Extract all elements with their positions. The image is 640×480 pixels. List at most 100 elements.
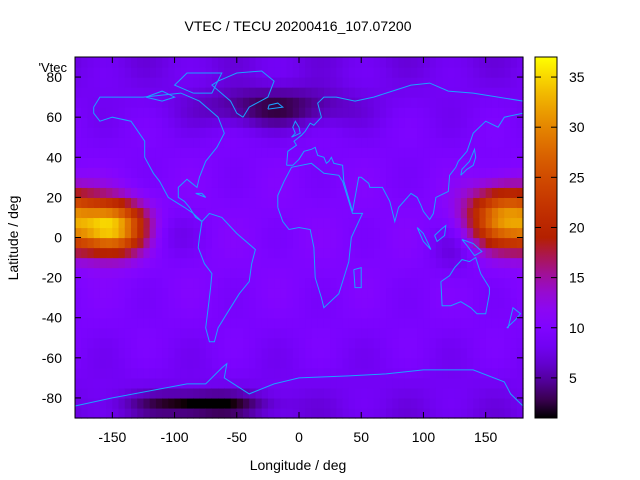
heatmap-cell [392, 377, 400, 389]
heatmap-cell [274, 107, 281, 118]
heatmap-cell [479, 357, 487, 369]
heatmap-cell [243, 177, 250, 188]
heatmap-cell [155, 247, 163, 259]
heatmap-cell [267, 207, 275, 219]
heatmap-cell [187, 57, 194, 68]
heatmap-cell [417, 247, 425, 259]
heatmap-cell [355, 107, 362, 118]
heatmap-cell [473, 157, 481, 168]
heatmap-cell [411, 387, 418, 399]
heatmap-cell [355, 117, 362, 128]
heatmap-cell [323, 317, 331, 329]
heatmap-cell [473, 137, 481, 148]
heatmap-cell [292, 177, 300, 188]
heatmap-cell [330, 227, 337, 239]
heatmap-cell [317, 57, 325, 68]
heatmap-cell [274, 57, 281, 68]
heatmap-cell [348, 297, 356, 309]
heatmap-cell [286, 347, 294, 359]
heatmap-cell [479, 187, 487, 198]
heatmap-cell [255, 407, 263, 419]
heatmap-cell [454, 117, 462, 128]
heatmap-cell [162, 387, 169, 399]
heatmap-cell [93, 387, 101, 399]
heatmap-cell [205, 57, 213, 68]
heatmap-cell [261, 277, 269, 289]
heatmap-cell [429, 137, 437, 148]
heatmap-cell [299, 397, 306, 409]
heatmap-cell [442, 407, 449, 419]
heatmap-cell [504, 147, 512, 158]
heatmap-cell [361, 87, 369, 98]
heatmap-cell [106, 337, 113, 349]
heatmap-cell [348, 197, 356, 209]
heatmap-cell [398, 297, 406, 309]
heatmap-cell [131, 177, 138, 188]
heatmap-cell [286, 157, 294, 168]
heatmap-cell [218, 207, 225, 219]
heatmap-cell [168, 277, 176, 289]
heatmap-cell [348, 77, 356, 88]
heatmap-cell [137, 347, 145, 359]
heatmap-cell [193, 227, 201, 239]
heatmap-cell [404, 357, 412, 369]
heatmap-cell [137, 177, 145, 188]
heatmap-cell [131, 297, 138, 309]
heatmap-cell [498, 337, 505, 349]
heatmap-cell [417, 167, 425, 178]
heatmap-cell [373, 147, 381, 158]
heatmap-cell [448, 327, 456, 339]
heatmap-cell [274, 297, 281, 309]
coastline [211, 70, 275, 118]
y-tick-label: -20 [42, 270, 62, 286]
heatmap-cell [267, 127, 275, 138]
heatmap-cell [187, 217, 194, 229]
heatmap-cell [286, 377, 294, 389]
heatmap-cell [510, 347, 518, 359]
heatmap-cell [504, 217, 512, 229]
heatmap-cell [317, 237, 325, 249]
heatmap-cell [311, 377, 319, 389]
heatmap-cell [392, 87, 400, 98]
heatmap-cell [236, 387, 244, 399]
heatmap-cell [454, 337, 462, 349]
heatmap-cell [218, 397, 225, 409]
heatmap-cell [243, 207, 250, 219]
heatmap-cell [442, 337, 449, 349]
heatmap-cell [373, 127, 381, 138]
heatmap-cell [230, 197, 238, 209]
heatmap-cell [292, 317, 300, 329]
heatmap-cell [292, 257, 300, 269]
heatmap-cell [205, 157, 213, 168]
heatmap-cell [236, 257, 244, 269]
heatmap-cell [485, 207, 493, 219]
heatmap-cell [460, 367, 468, 379]
heatmap-cell [230, 377, 238, 389]
heatmap-cell [168, 397, 176, 409]
heatmap-cell [417, 317, 425, 329]
heatmap-cell [454, 367, 462, 379]
heatmap-cell [311, 297, 319, 309]
heatmap-cell [373, 67, 381, 78]
heatmap-cell [392, 297, 400, 309]
heatmap-cell [224, 327, 232, 339]
heatmap-cell [454, 407, 462, 419]
heatmap-cells [75, 57, 524, 419]
heatmap-cell [504, 167, 512, 178]
heatmap-cell [467, 277, 474, 289]
heatmap-cell [386, 137, 393, 148]
heatmap-cell [243, 97, 250, 108]
heatmap-cell [249, 277, 257, 289]
heatmap-cell [392, 117, 400, 128]
heatmap-cell [143, 87, 151, 98]
heatmap-cell [361, 257, 369, 269]
heatmap-cell [87, 257, 95, 269]
heatmap-cell [193, 407, 201, 419]
heatmap-cell [460, 317, 468, 329]
heatmap-cell [516, 317, 524, 329]
heatmap-cell [124, 117, 132, 128]
heatmap-cell [143, 137, 151, 148]
heatmap-cell [330, 77, 337, 88]
heatmap-cell [274, 337, 281, 349]
